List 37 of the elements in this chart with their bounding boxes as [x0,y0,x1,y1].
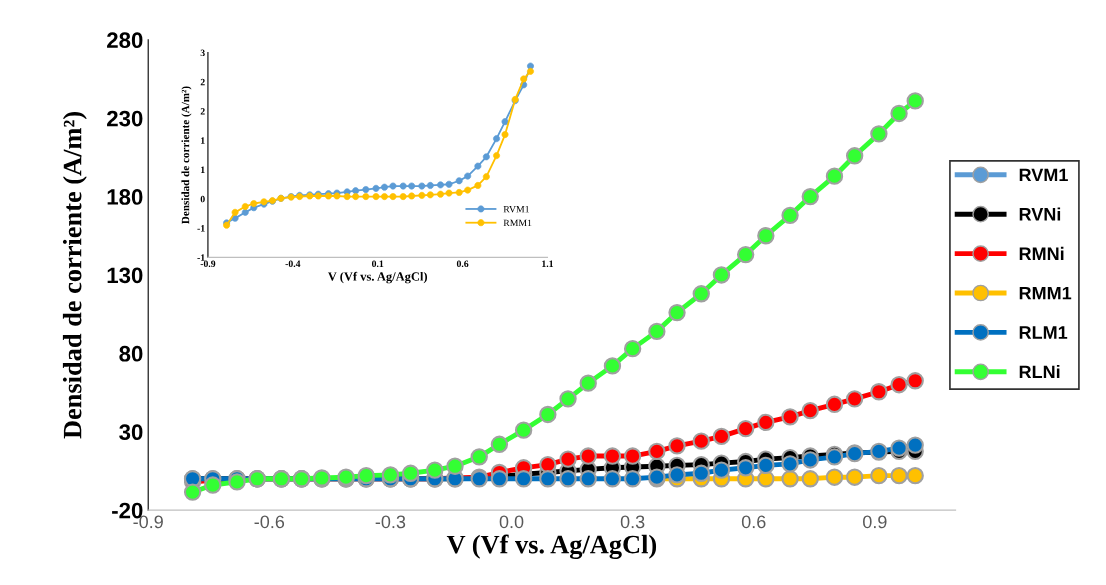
y-tick-label: -1 [197,225,205,232]
y-tick-label: 80 [119,345,143,362]
legend-label: RMM1 [503,219,532,227]
x-tick-label: 0.1 [371,260,384,268]
x-axis-title: V (Vf vs. Ag/AgCl) [446,534,657,559]
x-tick-label: 0.9 [863,515,887,529]
legend-label: RLM1 [1019,326,1068,339]
y-tick-label: 2 [200,108,205,115]
legend-label: RVNi [1019,207,1061,221]
legend-label: RVM1 [503,205,529,213]
x-tick-label: 1.1 [542,260,554,268]
y-tick-label: 30 [119,424,143,441]
x-tick-label: 0.6 [456,260,469,268]
y-tick-label: 130 [107,267,143,284]
x-tick-label: -0.6 [254,515,285,529]
legend-label: RMM1 [1019,286,1072,300]
y-tick-label: 280 [107,32,143,49]
y-tick-label: 3 [200,49,205,57]
y-tick-label: -1 [197,254,205,261]
y-tick-label: 0 [200,195,205,203]
y-axis-title: Densidad de corriente (A/m²) [62,112,87,439]
y-tick-label: 1 [201,166,205,174]
y-tick-label: 2 [200,78,205,86]
legend-label: RVM1 [1019,168,1068,182]
y-tick-label: 180 [107,189,143,205]
x-tick-label: -0.9 [200,260,216,268]
x-tick-label: 0.3 [620,515,645,529]
legend-label: RLNi [1019,365,1060,379]
x-axis-title: V (Vf vs. Ag/AgCl) [327,271,428,284]
y-tick-label: 230 [107,110,143,127]
y-tick-label: 1 [201,137,205,144]
legend-label: RMNi [1019,246,1064,260]
x-tick-label: -0.4 [285,260,301,268]
x-tick-label: -0.3 [375,515,406,529]
x-tick-label: 0.6 [741,515,766,529]
y-axis-title: Densidad de corriente (A/m²) [181,86,192,224]
x-tick-label: 0.0 [499,515,524,529]
